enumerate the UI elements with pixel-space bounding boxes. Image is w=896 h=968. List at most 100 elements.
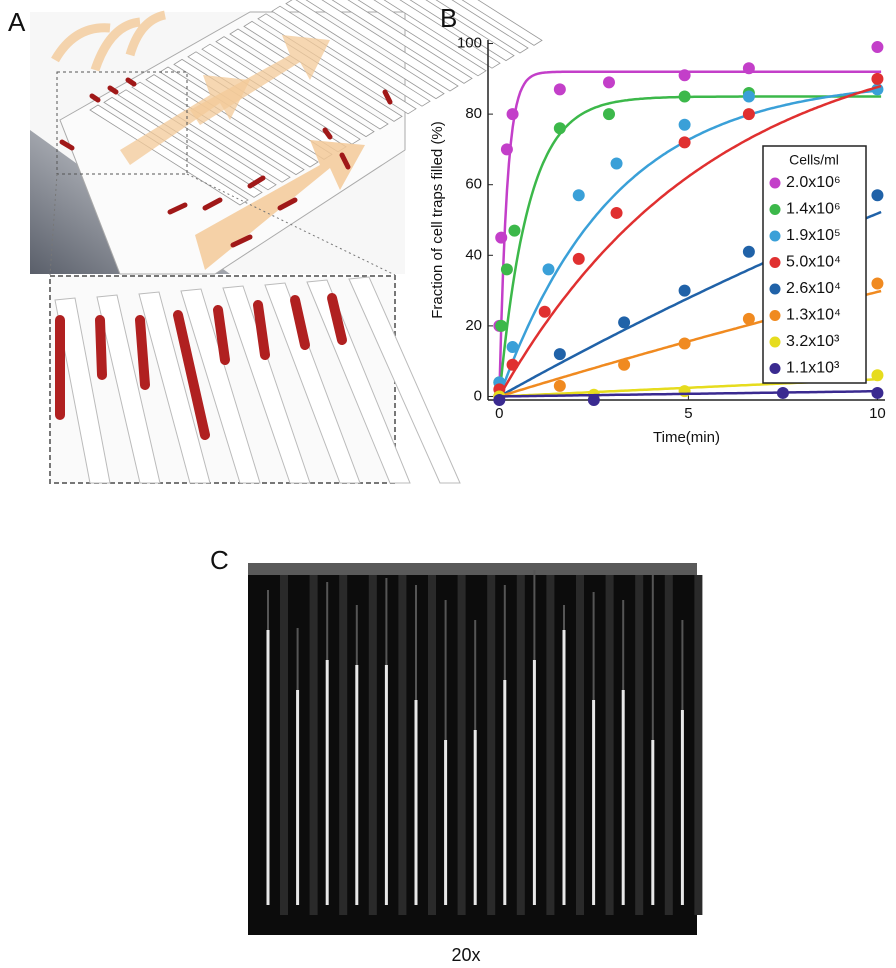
data-point xyxy=(554,122,566,134)
legend-label: 1.3x10⁴ xyxy=(786,307,841,324)
y-axis-title: Fraction of cell traps filled (%) xyxy=(429,121,446,319)
y-tick-label: 20 xyxy=(465,317,482,334)
cell-column xyxy=(415,700,418,905)
channel-glow xyxy=(398,575,406,915)
channel-glow xyxy=(576,575,584,915)
channel-edge xyxy=(563,605,565,630)
data-point xyxy=(743,246,755,258)
data-point xyxy=(871,189,883,201)
device-illustration xyxy=(30,0,542,483)
cell xyxy=(100,320,102,375)
data-point xyxy=(603,76,615,88)
channel-glow xyxy=(339,575,347,915)
legend-swatch xyxy=(770,310,781,321)
channel-glow xyxy=(665,575,673,915)
legend-swatch xyxy=(770,363,781,374)
cell-column xyxy=(592,700,595,905)
cell-column xyxy=(503,680,506,905)
data-point xyxy=(539,306,551,318)
channel-edge xyxy=(415,585,417,700)
legend-label: 5.0x10⁴ xyxy=(786,254,841,271)
legend-swatch xyxy=(770,178,781,189)
data-point xyxy=(573,189,585,201)
data-point xyxy=(871,73,883,85)
data-point xyxy=(501,263,513,275)
data-point xyxy=(611,207,623,219)
channel-glow xyxy=(635,575,643,915)
channel-glow xyxy=(310,575,318,915)
panel-label: A xyxy=(8,7,26,37)
data-point xyxy=(679,285,691,297)
image-caption: 20x xyxy=(451,945,480,965)
channel-glow xyxy=(369,575,377,915)
channel-edge xyxy=(593,592,595,700)
channel-edge xyxy=(297,628,299,690)
legend-title: Cells/ml xyxy=(789,152,839,168)
y-tick-label: 0 xyxy=(474,387,482,404)
x-tick-label: 5 xyxy=(684,405,692,422)
data-point xyxy=(743,313,755,325)
channel-edge xyxy=(385,578,387,665)
channel-glow xyxy=(428,575,436,915)
x-tick-label: 0 xyxy=(495,405,503,422)
channel-edge xyxy=(474,620,476,730)
y-tick-label: 80 xyxy=(465,105,482,122)
channel-glow xyxy=(487,575,495,915)
data-point xyxy=(679,69,691,81)
legend-swatch xyxy=(770,257,781,268)
data-point xyxy=(679,90,691,102)
data-point xyxy=(495,320,507,332)
cell-column xyxy=(622,690,625,905)
data-point xyxy=(493,394,505,406)
legend-swatch xyxy=(770,337,781,348)
data-point xyxy=(495,232,507,244)
data-point xyxy=(507,341,519,353)
data-point xyxy=(679,119,691,131)
panel-label: C xyxy=(210,545,229,575)
legend-swatch xyxy=(770,284,781,295)
channel-glow xyxy=(458,575,466,915)
y-tick-label: 100 xyxy=(457,34,482,51)
channel-edge xyxy=(652,575,654,740)
cell xyxy=(140,320,145,385)
data-point xyxy=(777,387,789,399)
data-point xyxy=(743,90,755,102)
cell-column xyxy=(296,690,299,905)
legend-label: 1.9x10⁵ xyxy=(786,227,841,244)
data-point xyxy=(871,278,883,290)
cell xyxy=(258,305,265,355)
data-point xyxy=(554,83,566,95)
channel-glow xyxy=(546,575,554,915)
channel-edge xyxy=(533,570,535,660)
channel-glow xyxy=(694,575,702,915)
channel-glow xyxy=(606,575,614,915)
legend-label: 2.0x10⁶ xyxy=(786,174,841,191)
channel-edge xyxy=(356,605,358,665)
channel-edge xyxy=(267,590,269,630)
data-point xyxy=(871,41,883,53)
cell-column xyxy=(474,730,477,905)
data-point xyxy=(679,385,691,397)
data-point xyxy=(618,359,630,371)
channel-edge xyxy=(326,582,328,660)
cell-column xyxy=(444,740,447,905)
cell-column xyxy=(326,660,329,905)
channel-glow xyxy=(517,575,525,915)
channel-glow xyxy=(280,575,288,915)
x-tick-label: 10 xyxy=(869,405,886,422)
data-point xyxy=(554,380,566,392)
chart: 0 20 40 60 80 100 0 5 10 Time(min) Fraction of cel… xyxy=(429,34,886,445)
figure: A B 0 20 40 60 80 100 0 5 10 Time(min) Fraction of… xyxy=(0,0,896,968)
legend-swatch xyxy=(770,204,781,215)
panel-label: B xyxy=(440,3,457,33)
data-point xyxy=(554,348,566,360)
y-tick-label: 40 xyxy=(465,246,482,263)
data-point xyxy=(603,108,615,120)
y-tick-label: 60 xyxy=(465,176,482,193)
data-point xyxy=(743,62,755,74)
data-point xyxy=(588,394,600,406)
cell-column xyxy=(533,660,536,905)
channel-edge xyxy=(622,600,624,690)
x-axis-title: Time(min) xyxy=(653,429,720,446)
data-point xyxy=(679,338,691,350)
